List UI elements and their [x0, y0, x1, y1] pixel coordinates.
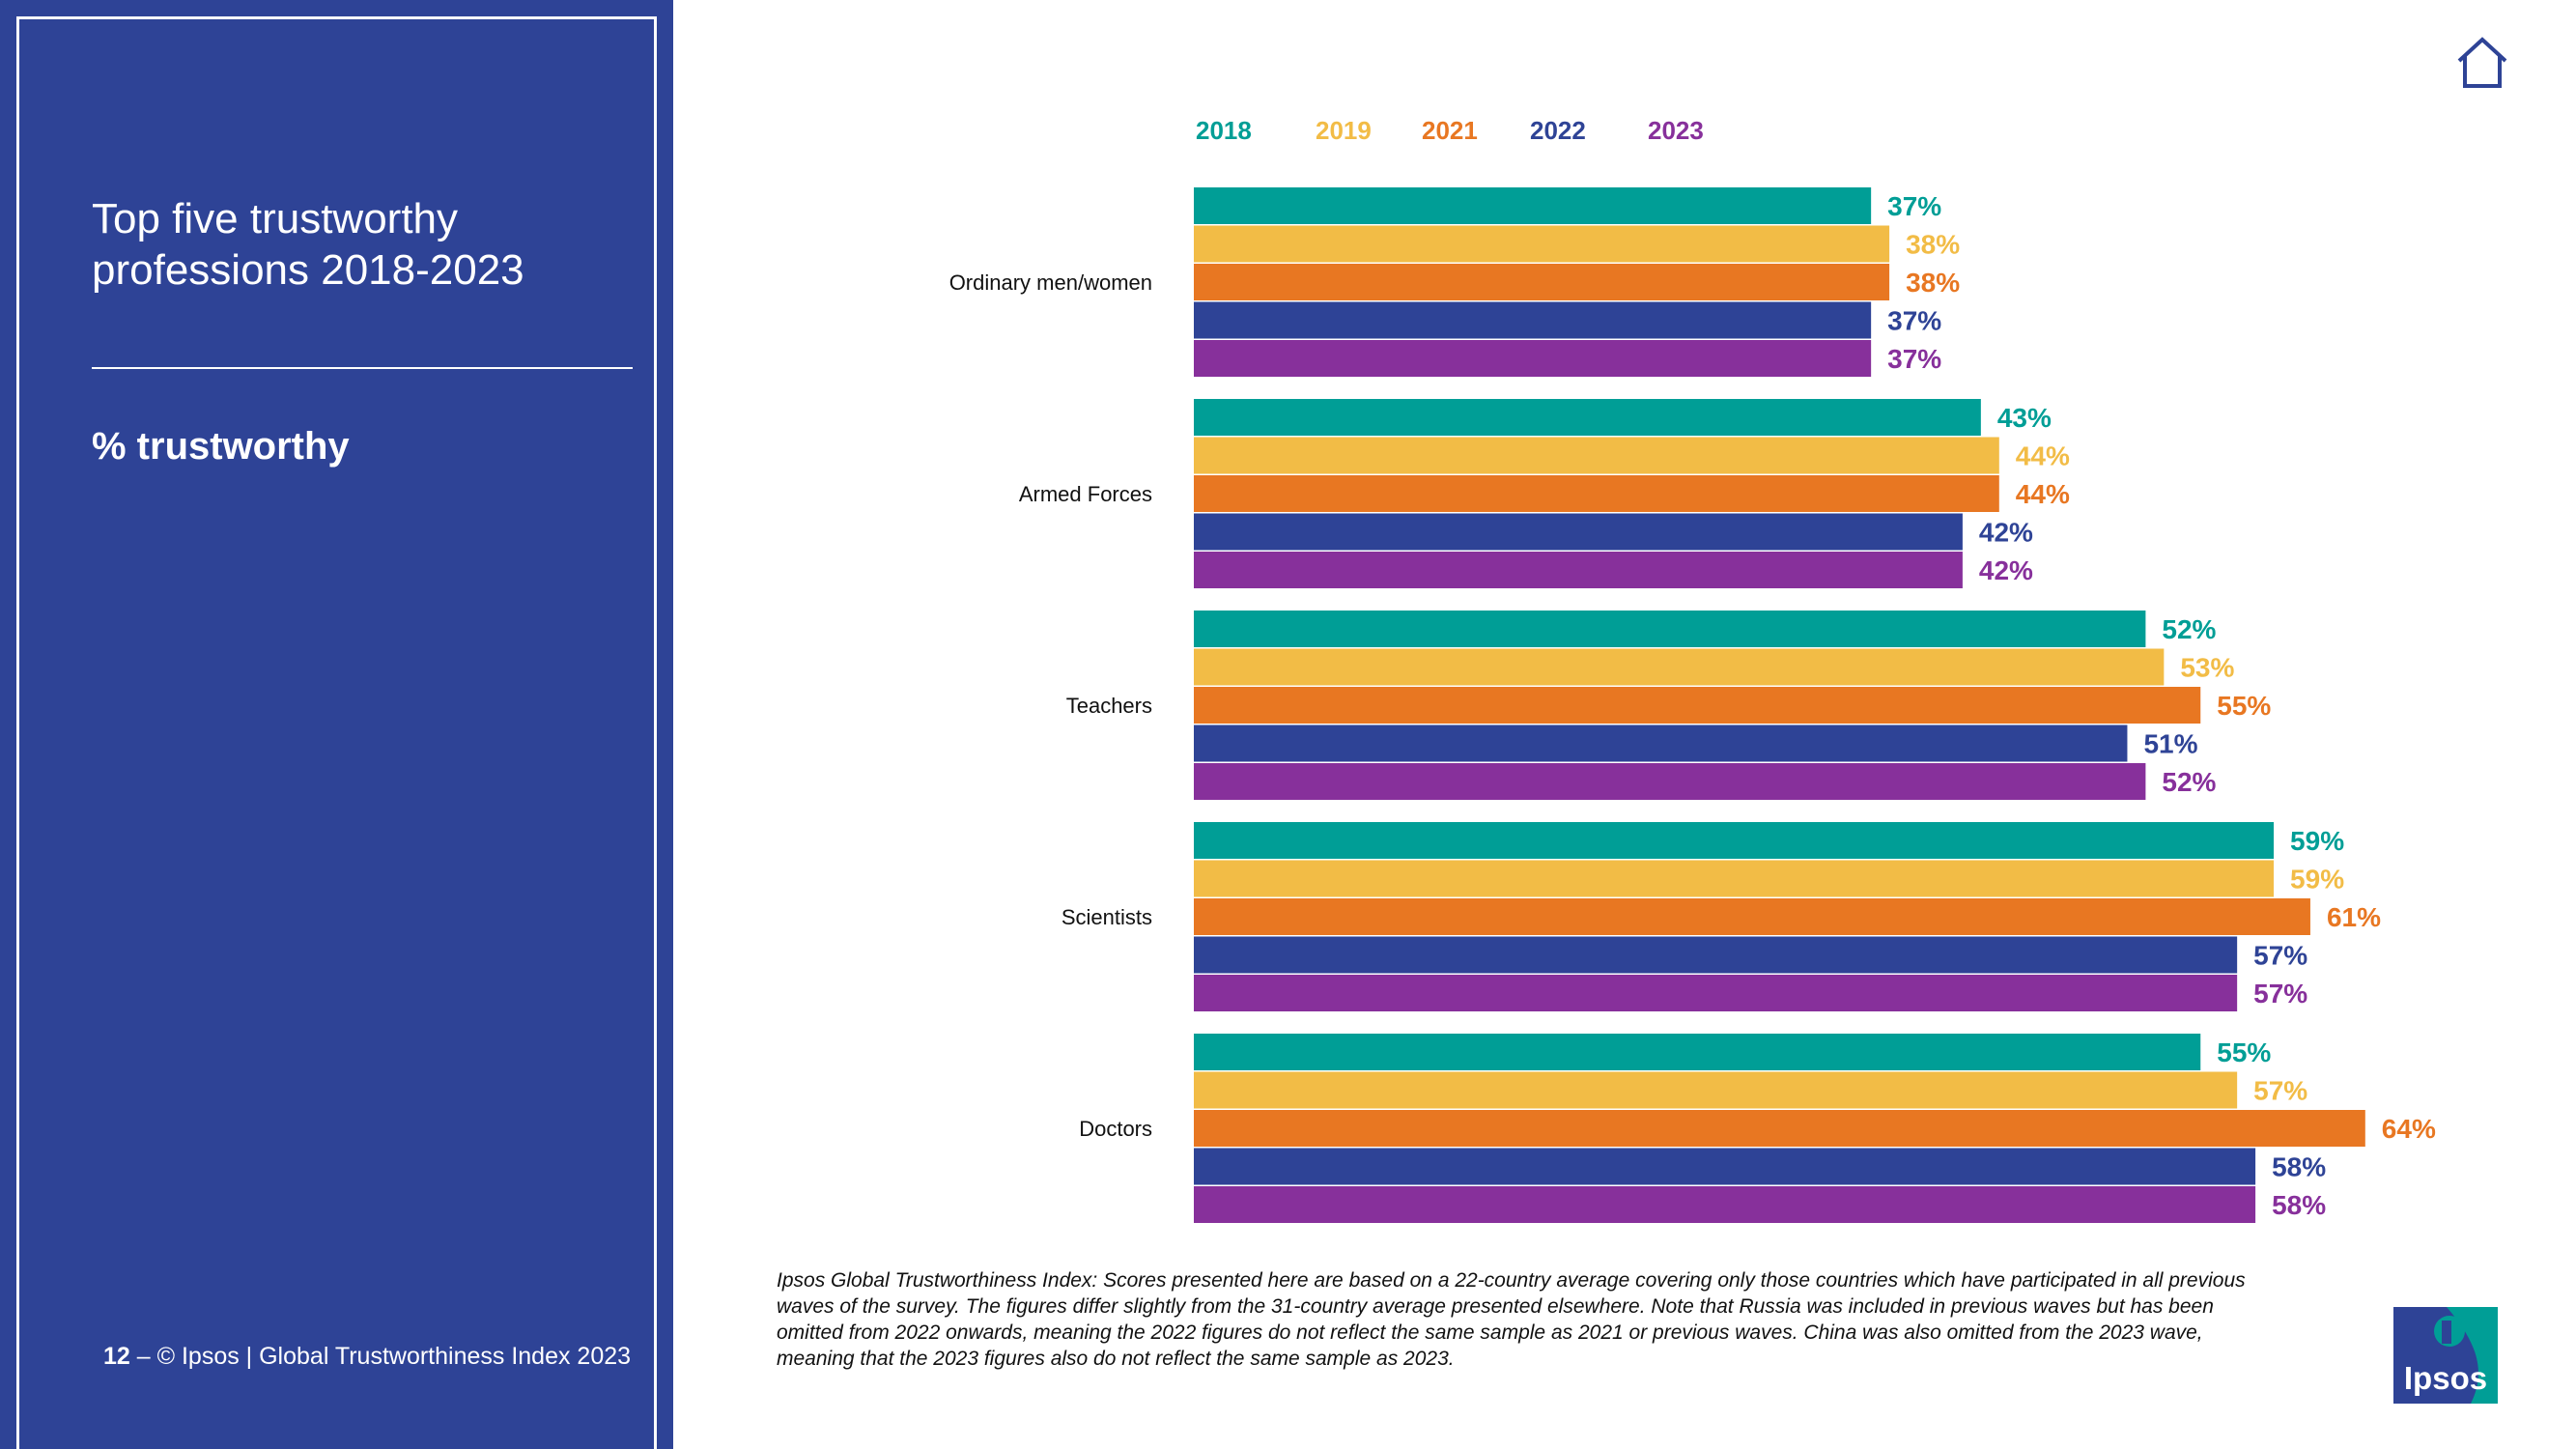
data-label: 57% [2253, 1076, 2307, 1106]
bar-2023 [1194, 763, 2146, 800]
data-label: 55% [2217, 1037, 2271, 1067]
data-label: 42% [1979, 555, 2033, 585]
bar-2022 [1194, 936, 2238, 974]
data-label: 52% [2162, 767, 2216, 797]
category-label: Armed Forces [1019, 482, 1152, 506]
bar-chart: 2018 2019 2021 2022 2023 Ordinary men/women 37… [949, 116, 2436, 1223]
bar-2018 [1194, 1034, 2201, 1070]
legend-item-2018: 2018 [1196, 116, 1252, 145]
bar-2019 [1194, 1071, 2238, 1109]
legend-item-2021: 2021 [1422, 116, 1478, 145]
bar-2019 [1194, 860, 2275, 897]
data-label: 42% [1979, 518, 2033, 548]
chart-subtitle: % trustworthy [92, 425, 350, 468]
category-label: Teachers [1066, 694, 1152, 718]
data-label: 57% [2253, 941, 2307, 971]
data-label: 58% [2272, 1190, 2326, 1220]
bar-2019 [1194, 225, 1890, 263]
bar-2018 [1194, 187, 1872, 224]
category-label: Scientists [1062, 905, 1152, 929]
bar-2021 [1194, 1110, 2365, 1147]
bar-2018 [1194, 399, 1981, 436]
bar-2021 [1194, 475, 1999, 512]
bar-2023 [1194, 1186, 2256, 1223]
page-number: 12 [103, 1343, 130, 1370]
legend-item-2019: 2019 [1316, 116, 1372, 145]
footer-copyright: – © Ipsos | Global Trustworthiness Index… [129, 1343, 632, 1370]
data-label: 44% [2016, 441, 2070, 471]
legend-item-2023: 2023 [1648, 116, 1704, 145]
ipsos-logo [2393, 1307, 2498, 1404]
bar-2019 [1194, 437, 1999, 474]
data-label: 59% [2290, 865, 2344, 895]
data-label: 57% [2253, 979, 2307, 1009]
category-label: Doctors [1079, 1117, 1152, 1141]
bar-2023 [1194, 975, 2238, 1011]
bar-2022 [1194, 513, 1963, 551]
data-label: 43% [1997, 403, 2052, 433]
bar-2021 [1194, 898, 2310, 935]
data-label: 44% [2016, 479, 2070, 509]
bar-2022 [1194, 301, 1872, 339]
bar-2021 [1194, 687, 2201, 724]
data-label: 52% [2162, 614, 2216, 644]
home-icon[interactable] [2453, 34, 2511, 92]
bar-2019 [1194, 648, 2165, 686]
data-label: 53% [2180, 653, 2234, 683]
category-label: Ordinary men/women [949, 270, 1152, 295]
data-label: 38% [1906, 230, 1960, 260]
footnote: Ipsos Global Trustworthiness Index: Scor… [777, 1269, 2246, 1370]
bar-2023 [1194, 340, 1872, 377]
sidebar-frame [16, 16, 657, 1449]
data-label: 59% [2290, 826, 2344, 856]
data-label: 55% [2217, 691, 2271, 721]
bar-2023 [1194, 552, 1963, 588]
title-divider [92, 367, 633, 369]
bar-2018 [1194, 611, 2146, 647]
bar-2022 [1194, 1148, 2256, 1185]
data-label: 58% [2272, 1152, 2326, 1182]
bar-2022 [1194, 724, 2128, 762]
data-label: 64% [2382, 1114, 2436, 1144]
bar-2021 [1194, 264, 1890, 300]
data-label: 38% [1906, 268, 1960, 298]
data-label: 61% [2327, 902, 2381, 932]
page-title: Top five trustworthy professions 2018-20… [92, 195, 524, 294]
legend-item-2022: 2022 [1530, 116, 1586, 145]
data-label: 37% [1887, 306, 1941, 336]
data-label: 51% [2143, 729, 2197, 759]
data-label: 37% [1887, 191, 1941, 221]
data-label: 37% [1887, 344, 1941, 374]
bar-2018 [1194, 822, 2275, 859]
sidebar-panel [0, 0, 673, 1449]
logo-text: Ipsos [2403, 1360, 2488, 1396]
footer: 12 – © Ipsos | Global Trustworthiness In… [103, 1343, 631, 1371]
